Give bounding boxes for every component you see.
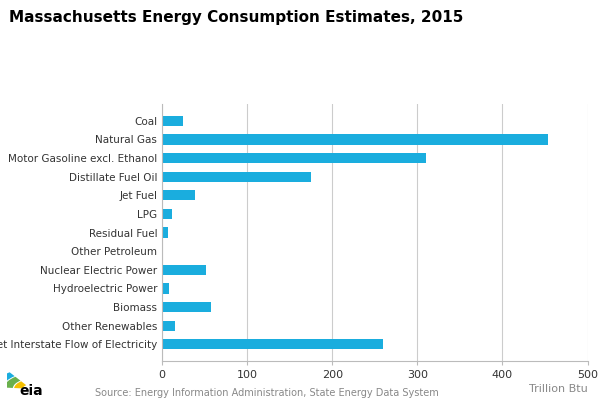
Wedge shape [0,372,15,388]
Bar [162,190,195,200]
Text: Source: Energy Information Administration, State Energy Data System: Source: Energy Information Administratio… [95,388,439,398]
Bar [162,246,163,256]
Wedge shape [14,381,26,388]
Wedge shape [4,377,20,388]
Bar [162,172,311,182]
Bar [162,153,426,163]
Bar [162,302,211,312]
Bar [162,265,206,275]
Text: eia: eia [19,384,43,398]
Bar [162,339,383,349]
Bar [162,116,184,126]
Text: Massachusetts Energy Consumption Estimates, 2015: Massachusetts Energy Consumption Estimat… [9,10,463,25]
Bar [162,227,168,238]
Bar [162,283,169,293]
Bar [162,134,548,144]
X-axis label: Trillion Btu: Trillion Btu [529,384,588,394]
Bar [162,209,173,219]
Bar [162,321,175,331]
